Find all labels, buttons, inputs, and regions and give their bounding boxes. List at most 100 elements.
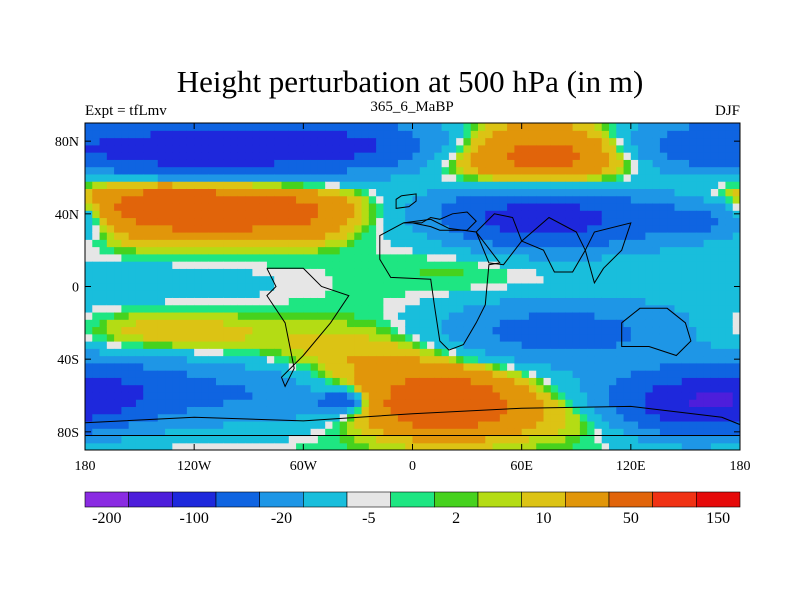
field-cell	[587, 435, 596, 444]
field-cell	[383, 333, 392, 342]
field-cell	[601, 253, 610, 262]
field-cell	[266, 159, 275, 168]
field-cell	[587, 137, 596, 146]
field-cell	[128, 290, 137, 298]
field-cell	[179, 239, 188, 248]
field-cell	[296, 319, 304, 328]
field-cell	[703, 253, 712, 262]
field-cell	[172, 261, 181, 269]
field-cell	[478, 166, 486, 175]
field-cell	[587, 355, 596, 364]
field-cell	[579, 275, 588, 284]
field-cell	[616, 261, 625, 269]
field-cell	[528, 348, 537, 357]
field-cell	[659, 420, 668, 429]
field-cell	[303, 348, 312, 357]
field-cell	[630, 391, 639, 400]
field-cell	[179, 261, 188, 269]
field-cell	[441, 253, 450, 262]
field-cell	[609, 319, 617, 328]
field-cell	[427, 304, 435, 313]
field-cell	[390, 188, 399, 197]
field-cell	[456, 224, 465, 233]
field-cell	[281, 152, 290, 160]
field-cell	[659, 435, 668, 444]
colorbar-label: -5	[362, 510, 375, 527]
field-cell	[143, 399, 152, 407]
field-cell	[630, 355, 639, 364]
field-cell	[339, 232, 348, 240]
field-cell	[616, 304, 625, 313]
field-cell	[528, 297, 537, 306]
field-cell	[514, 406, 523, 415]
field-cell	[710, 297, 719, 306]
field-cell	[92, 333, 101, 342]
field-cell	[121, 399, 130, 407]
field-cell	[354, 304, 363, 313]
field-cell	[434, 355, 443, 364]
field-cell	[718, 144, 727, 153]
field-cell	[543, 370, 552, 378]
field-cell	[696, 304, 705, 313]
field-cell	[732, 442, 740, 450]
field-cell	[528, 181, 537, 189]
field-cell	[710, 268, 719, 277]
field-cell	[208, 137, 217, 146]
field-cell	[172, 181, 181, 189]
field-cell	[543, 399, 552, 407]
field-cell	[405, 384, 414, 393]
field-cell	[434, 123, 443, 131]
field-cell	[266, 152, 275, 160]
field-cell	[667, 297, 676, 306]
field-cell	[310, 370, 319, 378]
field-cell	[405, 311, 414, 320]
field-cell	[237, 319, 246, 328]
field-cell	[143, 232, 152, 240]
field-cell	[376, 326, 384, 335]
field-cell	[216, 384, 224, 393]
field-cell	[157, 326, 166, 335]
y-tick-label: 80N	[55, 135, 79, 150]
field-cell	[652, 152, 661, 160]
field-cell	[689, 130, 697, 139]
field-cell	[303, 224, 312, 233]
field-cell	[689, 166, 697, 175]
field-cell	[572, 130, 581, 139]
field-cell	[521, 333, 530, 342]
field-cell	[397, 311, 406, 320]
field-cell	[572, 384, 581, 393]
field-cell	[638, 384, 646, 393]
field-cell	[448, 370, 457, 378]
field-cell	[230, 290, 239, 298]
field-cell	[587, 420, 596, 429]
field-cell	[216, 290, 224, 298]
field-cell	[674, 341, 683, 349]
field-cell	[325, 348, 334, 357]
field-cell	[208, 275, 217, 284]
field-cell	[332, 391, 341, 400]
field-cell	[638, 268, 646, 277]
field-cell	[579, 326, 588, 335]
field-cell	[361, 195, 370, 204]
field-cell	[339, 130, 348, 139]
field-cell	[354, 166, 363, 175]
field-cell	[412, 253, 421, 262]
field-cell	[441, 362, 450, 371]
field-cell	[725, 290, 734, 298]
field-cell	[565, 319, 574, 328]
field-cell	[485, 217, 494, 226]
field-cell	[230, 391, 239, 400]
field-cell	[499, 246, 508, 255]
field-cell	[594, 261, 603, 269]
field-cell	[659, 210, 668, 219]
field-cell	[638, 435, 646, 444]
field-cell	[99, 297, 108, 306]
field-cell	[558, 253, 566, 262]
field-cell	[674, 130, 683, 139]
field-cell	[521, 282, 530, 291]
field-cell	[216, 304, 224, 313]
field-cell	[514, 290, 523, 298]
field-cell	[259, 420, 268, 429]
field-cell	[492, 253, 501, 262]
field-cell	[237, 159, 246, 168]
